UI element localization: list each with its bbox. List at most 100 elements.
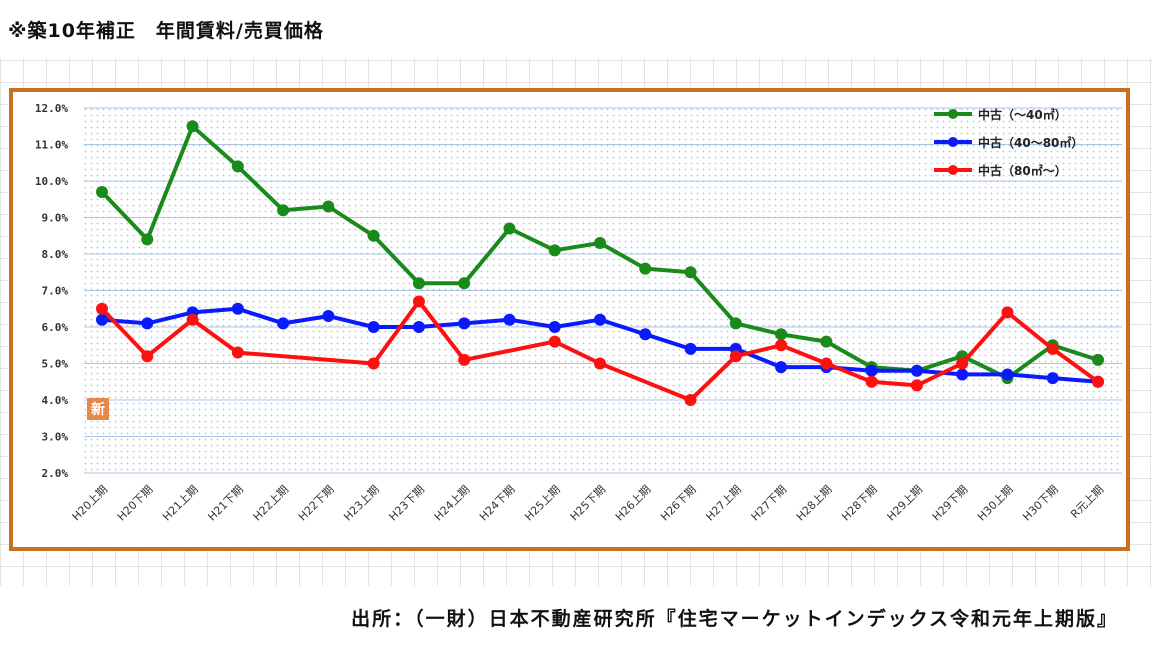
x-tick-label: H29上期 (885, 483, 926, 524)
y-tick-label: 12.0% (35, 102, 68, 115)
y-tick-label: 5.0% (42, 358, 69, 371)
series-point-1 (277, 317, 290, 330)
series-point-1 (548, 321, 561, 333)
series-point-2 (865, 375, 878, 388)
series-point-1 (1001, 368, 1014, 381)
series-point-1 (865, 364, 878, 377)
header-area (0, 0, 1152, 58)
series-point-2 (910, 379, 923, 392)
page-title: ※築10年補正 年間賃料/売買価格 (8, 20, 324, 42)
legend-label: 中古（～40㎡） (978, 107, 1067, 122)
series-point-0 (231, 160, 244, 173)
x-tick-label: H21下期 (205, 483, 246, 524)
x-tick-label: H24上期 (432, 483, 473, 524)
series-point-1 (96, 313, 108, 326)
x-tick-label: H21上期 (160, 483, 201, 524)
series-point-0 (548, 244, 561, 257)
series-point-1 (594, 313, 606, 326)
source-note: 出所：（一財）日本不動産研究所『住宅マーケットインデックス令和元年上期版』 (351, 608, 1118, 630)
series-point-2 (458, 353, 471, 366)
legend-label: 中古（80㎡～） (978, 163, 1067, 178)
footer-area (0, 586, 1152, 648)
legend-swatch-marker (948, 165, 958, 175)
series-point-0 (322, 200, 335, 213)
x-tick-label: H30上期 (975, 483, 1016, 524)
legend-swatch-marker (948, 137, 958, 147)
series-point-2 (96, 302, 108, 315)
series-point-0 (141, 233, 154, 246)
series-point-1 (231, 302, 244, 315)
series-point-2 (367, 357, 380, 370)
series-point-2 (775, 339, 788, 352)
x-tick-label: H27下期 (749, 483, 790, 524)
x-tick-label: R元上期 (1068, 483, 1106, 521)
y-tick-label: 7.0% (42, 285, 69, 298)
x-tick-label: H24下期 (477, 483, 518, 524)
series-point-2 (956, 357, 969, 370)
x-tick-label: H30下期 (1020, 483, 1061, 524)
x-tick-label: H28下期 (839, 483, 880, 524)
series-point-2 (1092, 375, 1104, 388)
x-tick-label: H28上期 (794, 483, 835, 524)
y-tick-label: 11.0% (35, 139, 68, 152)
series-point-0 (186, 120, 199, 133)
series-point-1 (141, 317, 154, 330)
x-tick-label: H23上期 (341, 483, 382, 524)
y-tick-label: 2.0% (42, 467, 69, 480)
y-tick-label: 6.0% (42, 321, 69, 334)
y-tick-label: 4.0% (42, 394, 69, 407)
series-point-1 (367, 321, 380, 333)
series-point-2 (820, 357, 833, 370)
series-point-0 (820, 335, 833, 348)
series-point-0 (775, 328, 788, 341)
series-point-0 (639, 262, 652, 275)
y-tick-label: 10.0% (35, 175, 68, 188)
x-tick-label: H22下期 (296, 483, 337, 524)
x-tick-label: H26上期 (613, 483, 654, 524)
series-point-1 (458, 317, 471, 330)
series-point-2 (684, 394, 697, 406)
x-tick-label: H25下期 (568, 483, 609, 524)
x-tick-label: H29下期 (930, 483, 971, 524)
series-point-1 (639, 328, 652, 341)
series-point-2 (231, 346, 244, 359)
series-point-2 (141, 350, 154, 363)
series-point-1 (503, 313, 516, 326)
series-point-2 (594, 357, 606, 370)
series-point-1 (322, 310, 335, 323)
series-point-0 (96, 185, 108, 198)
series-point-2 (1046, 342, 1059, 355)
x-tick-label: H22上期 (251, 483, 292, 524)
series-point-1 (775, 361, 788, 374)
legend-swatch-marker (948, 109, 958, 119)
series-point-0 (594, 237, 606, 250)
new-badge: 新 (87, 398, 109, 420)
series-point-0 (412, 277, 425, 290)
x-tick-label: H20上期 (70, 483, 111, 524)
y-tick-label: 8.0% (42, 248, 69, 261)
series-point-1 (1046, 372, 1059, 385)
y-tick-label: 3.0% (42, 431, 69, 444)
series-point-1 (684, 342, 697, 355)
legend-label: 中古（40～80㎡） (978, 135, 1083, 150)
x-tick-label: H20下期 (115, 483, 156, 524)
series-point-0 (503, 222, 516, 235)
x-tick-label: H25上期 (522, 483, 563, 524)
x-tick-label: H26下期 (658, 483, 699, 524)
series-point-2 (1001, 306, 1014, 319)
x-tick-label: H27上期 (703, 483, 744, 524)
series-point-0 (277, 204, 290, 217)
series-point-2 (548, 335, 561, 348)
series-point-0 (458, 277, 471, 290)
series-point-0 (684, 266, 697, 279)
series-point-0 (729, 317, 742, 330)
series-point-0 (1092, 353, 1104, 366)
series-point-2 (729, 350, 742, 363)
series-point-1 (910, 364, 923, 377)
y-tick-label: 9.0% (42, 212, 69, 225)
series-point-1 (956, 368, 969, 381)
series-point-1 (412, 321, 425, 333)
series-point-2 (186, 313, 199, 326)
series-point-0 (367, 229, 380, 242)
